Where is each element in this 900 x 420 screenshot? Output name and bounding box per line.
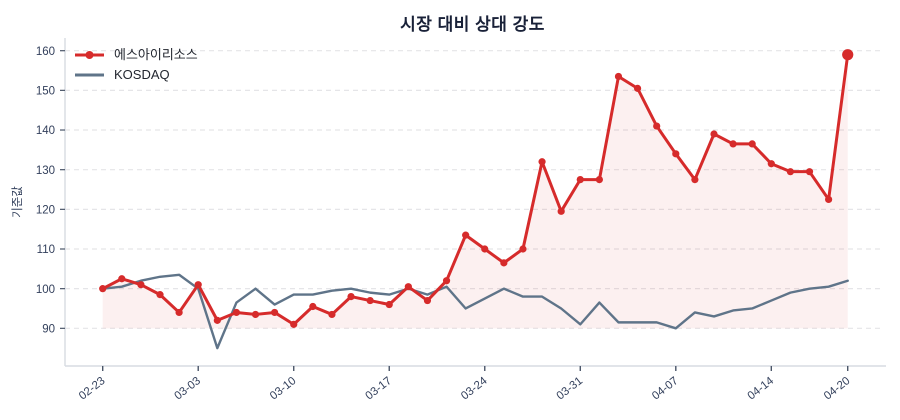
last-data-point-marker[interactable]: [842, 49, 854, 61]
data-point-marker[interactable]: [290, 320, 298, 328]
legend: 에스아이리소스 KOSDAQ: [74, 47, 198, 82]
legend-label-kosdaq: KOSDAQ: [114, 67, 170, 82]
data-point-marker[interactable]: [137, 281, 145, 289]
data-point-marker[interactable]: [767, 160, 775, 168]
data-point-marker[interactable]: [576, 175, 584, 184]
x-tick-label: 03-24: [459, 375, 490, 403]
data-point-marker[interactable]: [595, 175, 603, 184]
y-tick-label: 150: [36, 86, 55, 98]
data-point-marker[interactable]: [156, 291, 164, 299]
data-point-marker[interactable]: [691, 175, 699, 184]
x-tick-label: 03-10: [268, 375, 299, 403]
data-point-marker[interactable]: [538, 158, 546, 166]
data-point-marker[interactable]: [309, 302, 317, 311]
legend-slate-line-icon: [75, 73, 104, 76]
data-point-marker[interactable]: [118, 275, 126, 283]
x-tick-label: 03-03: [172, 375, 203, 403]
red-series-area-fill: [102, 54, 848, 329]
data-point-marker[interactable]: [710, 130, 718, 138]
data-point-marker[interactable]: [347, 292, 355, 301]
data-point-marker[interactable]: [500, 259, 508, 267]
data-point-marker[interactable]: [519, 245, 527, 253]
data-point-marker[interactable]: [672, 150, 680, 158]
data-point-marker[interactable]: [614, 72, 623, 81]
y-tick-label: 120: [36, 204, 55, 216]
data-point-marker[interactable]: [423, 296, 432, 305]
y-tick-label: 160: [36, 46, 55, 58]
y-tick-label: 90: [42, 323, 55, 335]
data-point-marker[interactable]: [557, 207, 565, 215]
legend-item-stock[interactable]: 에스아이리소스: [74, 47, 198, 62]
data-point-marker[interactable]: [175, 308, 183, 317]
data-point-marker[interactable]: [251, 310, 260, 319]
data-point-marker[interactable]: [786, 168, 795, 176]
data-point-marker[interactable]: [805, 168, 814, 176]
legend-red-line-marker-icon: [75, 50, 104, 59]
legend-item-kosdaq[interactable]: KOSDAQ: [74, 67, 198, 82]
data-point-marker[interactable]: [232, 308, 241, 317]
kosdaq-line[interactable]: [101, 273, 849, 350]
x-tick-label: 02-23: [77, 375, 108, 403]
x-tick-label: 04-14: [746, 375, 777, 403]
data-point-marker[interactable]: [462, 231, 470, 239]
data-point-marker[interactable]: [633, 84, 642, 92]
data-point-marker[interactable]: [99, 285, 107, 293]
data-point-marker[interactable]: [366, 296, 374, 305]
data-point-marker[interactable]: [404, 283, 412, 291]
legend-label-stock: 에스아이리소스: [114, 47, 198, 62]
data-point-marker[interactable]: [213, 316, 221, 324]
x-tick-label: 04-07: [650, 375, 681, 403]
y-tick-label: 130: [36, 165, 55, 177]
y-tick-label: 110: [37, 244, 55, 256]
y-tick-label: 100: [36, 284, 55, 296]
data-point-marker[interactable]: [729, 140, 737, 148]
data-point-marker[interactable]: [194, 281, 202, 289]
data-point-marker[interactable]: [825, 195, 833, 204]
data-point-marker[interactable]: [442, 277, 451, 285]
x-tick-label: 03-31: [555, 375, 586, 403]
data-point-marker[interactable]: [385, 300, 393, 309]
data-point-marker[interactable]: [481, 245, 489, 253]
data-point-marker[interactable]: [748, 140, 756, 148]
stock-line[interactable]: [101, 53, 850, 326]
x-tick-label: 04-20: [822, 375, 853, 403]
x-tick-label: 03-17: [364, 375, 395, 403]
data-point-marker[interactable]: [328, 310, 336, 319]
chart-title: 시장 대비 상대 강도: [400, 15, 545, 34]
data-point-marker[interactable]: [653, 122, 661, 130]
y-tick-label: 140: [36, 125, 55, 137]
data-point-marker[interactable]: [271, 308, 279, 317]
